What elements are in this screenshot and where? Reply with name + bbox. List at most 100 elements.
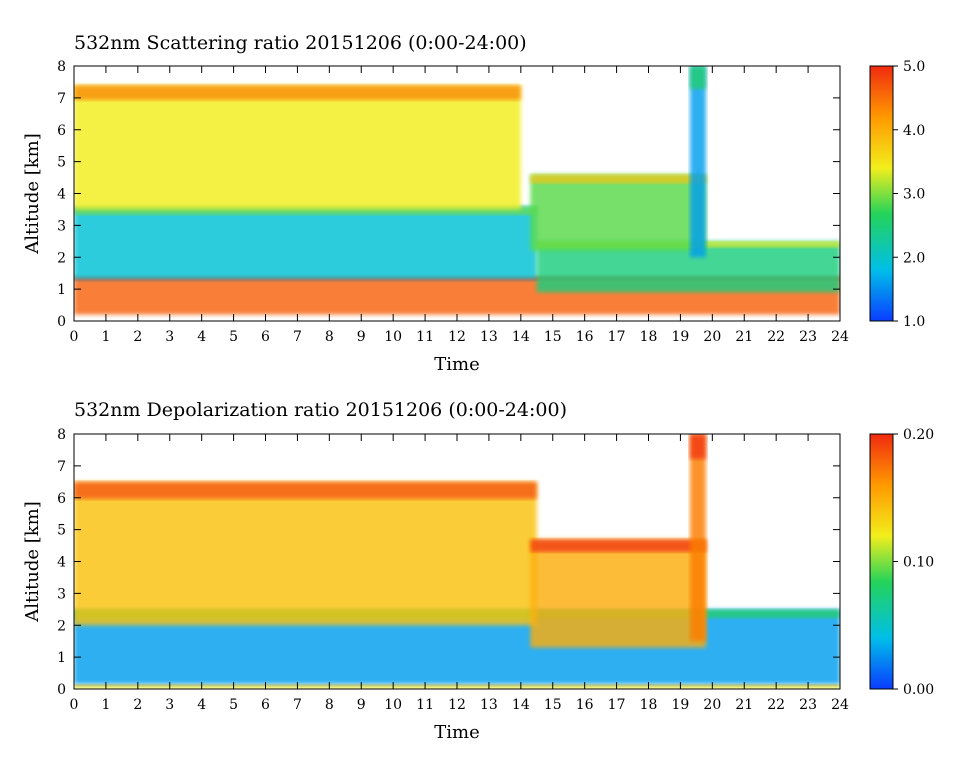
- x-tick-label: 21: [735, 329, 753, 345]
- chart-title: 532nm Depolarization ratio 20151206 (0:0…: [74, 399, 567, 421]
- layer-edge-upper-cloud: [74, 85, 521, 101]
- x-tick-label: 4: [197, 329, 206, 345]
- layer-edge-boundary-layer: [74, 206, 537, 216]
- x-tick-label: 4: [197, 697, 206, 713]
- x-tick-label: 5: [229, 329, 238, 345]
- x-tick-label: 14: [512, 697, 530, 713]
- x-tick-label: 0: [70, 329, 79, 345]
- y-tick-label: 0: [57, 314, 66, 330]
- colorbar-tick-label: 0.20: [903, 427, 934, 443]
- colorbar-tick-label: 2.0: [903, 250, 925, 266]
- x-tick-label: 7: [293, 329, 302, 345]
- y-axis-label: Altitude [km]: [22, 501, 43, 623]
- x-tick-label: 3: [165, 329, 174, 345]
- x-axis-label: Time: [434, 722, 479, 743]
- x-tick-label: 9: [357, 329, 366, 345]
- x-tick-label: 7: [293, 697, 302, 713]
- y-tick-label: 0: [57, 682, 66, 698]
- x-tick-label: 6: [261, 329, 270, 345]
- y-tick-label: 8: [57, 59, 66, 75]
- y-tick-label: 5: [57, 155, 66, 171]
- layer-mid-cloud: [530, 539, 706, 648]
- x-tick-label: 18: [640, 697, 658, 713]
- x-axis-label: Time: [434, 354, 479, 375]
- x-tick-label: 20: [703, 697, 721, 713]
- x-tick-label: 16: [576, 697, 594, 713]
- x-tick-label: 1: [101, 329, 110, 345]
- y-tick-label: 4: [57, 555, 66, 571]
- layer-cirrus-column: [689, 66, 706, 258]
- x-tick-label: 0: [70, 697, 79, 713]
- layer-edge-cirrus-column: [689, 66, 706, 89]
- colorbar-tick-label: 0.10: [903, 555, 934, 571]
- y-tick-label: 3: [57, 586, 66, 602]
- chart-title: 532nm Scattering ratio 20151206 (0:00-24…: [74, 32, 527, 54]
- x-tick-label: 3: [165, 697, 174, 713]
- layer-mid-cloud: [530, 174, 706, 251]
- colorbar-tick-label: 5.0: [903, 59, 925, 75]
- x-tick-label: 15: [544, 329, 562, 345]
- layer-boundary-layer: [74, 206, 537, 280]
- colorbar-tick-label: 4.0: [903, 123, 925, 139]
- layer-edge-ice-cloud: [74, 481, 537, 500]
- x-tick-label: 10: [384, 697, 402, 713]
- layer-edge-mid-cloud: [530, 174, 706, 184]
- x-tick-label: 8: [325, 697, 334, 713]
- x-tick-label: 6: [261, 697, 270, 713]
- colorbar: [869, 433, 894, 690]
- x-tick-label: 19: [672, 697, 690, 713]
- x-tick-label: 13: [480, 329, 498, 345]
- x-tick-label: 12: [448, 697, 466, 713]
- colorbar: [869, 65, 894, 322]
- y-tick-label: 8: [57, 427, 66, 443]
- chart-panel-2: 532nm Depolarization ratio 20151206 (0:0…: [22, 399, 934, 743]
- x-tick-label: 9: [357, 697, 366, 713]
- x-tick-label: 15: [544, 697, 562, 713]
- x-tick-label: 19: [672, 329, 690, 345]
- x-tick-label: 17: [608, 697, 626, 713]
- x-tick-label: 22: [767, 697, 785, 713]
- data-layers: [74, 434, 840, 689]
- y-tick-label: 6: [57, 123, 66, 139]
- y-tick-label: 7: [57, 459, 66, 475]
- x-tick-label: 24: [831, 697, 849, 713]
- x-tick-label: 17: [608, 329, 626, 345]
- y-tick-label: 2: [57, 618, 66, 634]
- x-tick-label: 12: [448, 329, 466, 345]
- chart-panel-1: 532nm Scattering ratio 20151206 (0:00-24…: [22, 32, 925, 375]
- x-tick-label: 22: [767, 329, 785, 345]
- y-tick-label: 1: [57, 282, 66, 298]
- x-tick-label: 11: [416, 697, 434, 713]
- y-tick-label: 2: [57, 250, 66, 266]
- data-layers: [74, 66, 840, 315]
- y-tick-label: 3: [57, 218, 66, 234]
- layer-edge-mid-cloud: [530, 539, 706, 553]
- colorbar-tick-label: 0.00: [903, 682, 934, 698]
- y-tick-label: 4: [57, 187, 66, 203]
- x-tick-label: 8: [325, 329, 334, 345]
- x-tick-label: 13: [480, 697, 498, 713]
- x-tick-label: 5: [229, 697, 238, 713]
- y-axis-label: Altitude [km]: [22, 133, 43, 255]
- x-tick-label: 20: [703, 329, 721, 345]
- y-tick-label: 1: [57, 650, 66, 666]
- x-tick-label: 18: [640, 329, 658, 345]
- layer-cirrus-column: [689, 434, 706, 642]
- layer-upper-cloud: [74, 85, 521, 210]
- x-tick-label: 1: [101, 697, 110, 713]
- x-tick-label: 23: [799, 329, 817, 345]
- y-tick-label: 6: [57, 491, 66, 507]
- y-tick-label: 5: [57, 523, 66, 539]
- colorbar-tick-label: 1.0: [903, 314, 925, 330]
- x-tick-label: 2: [133, 329, 142, 345]
- x-tick-label: 21: [735, 697, 753, 713]
- y-tick-label: 7: [57, 91, 66, 107]
- x-tick-label: 2: [133, 697, 142, 713]
- layer-edge-cirrus-column: [689, 434, 706, 459]
- x-tick-label: 14: [512, 329, 530, 345]
- layer-ice-cloud: [74, 481, 537, 626]
- x-tick-label: 24: [831, 329, 849, 345]
- x-tick-label: 10: [384, 329, 402, 345]
